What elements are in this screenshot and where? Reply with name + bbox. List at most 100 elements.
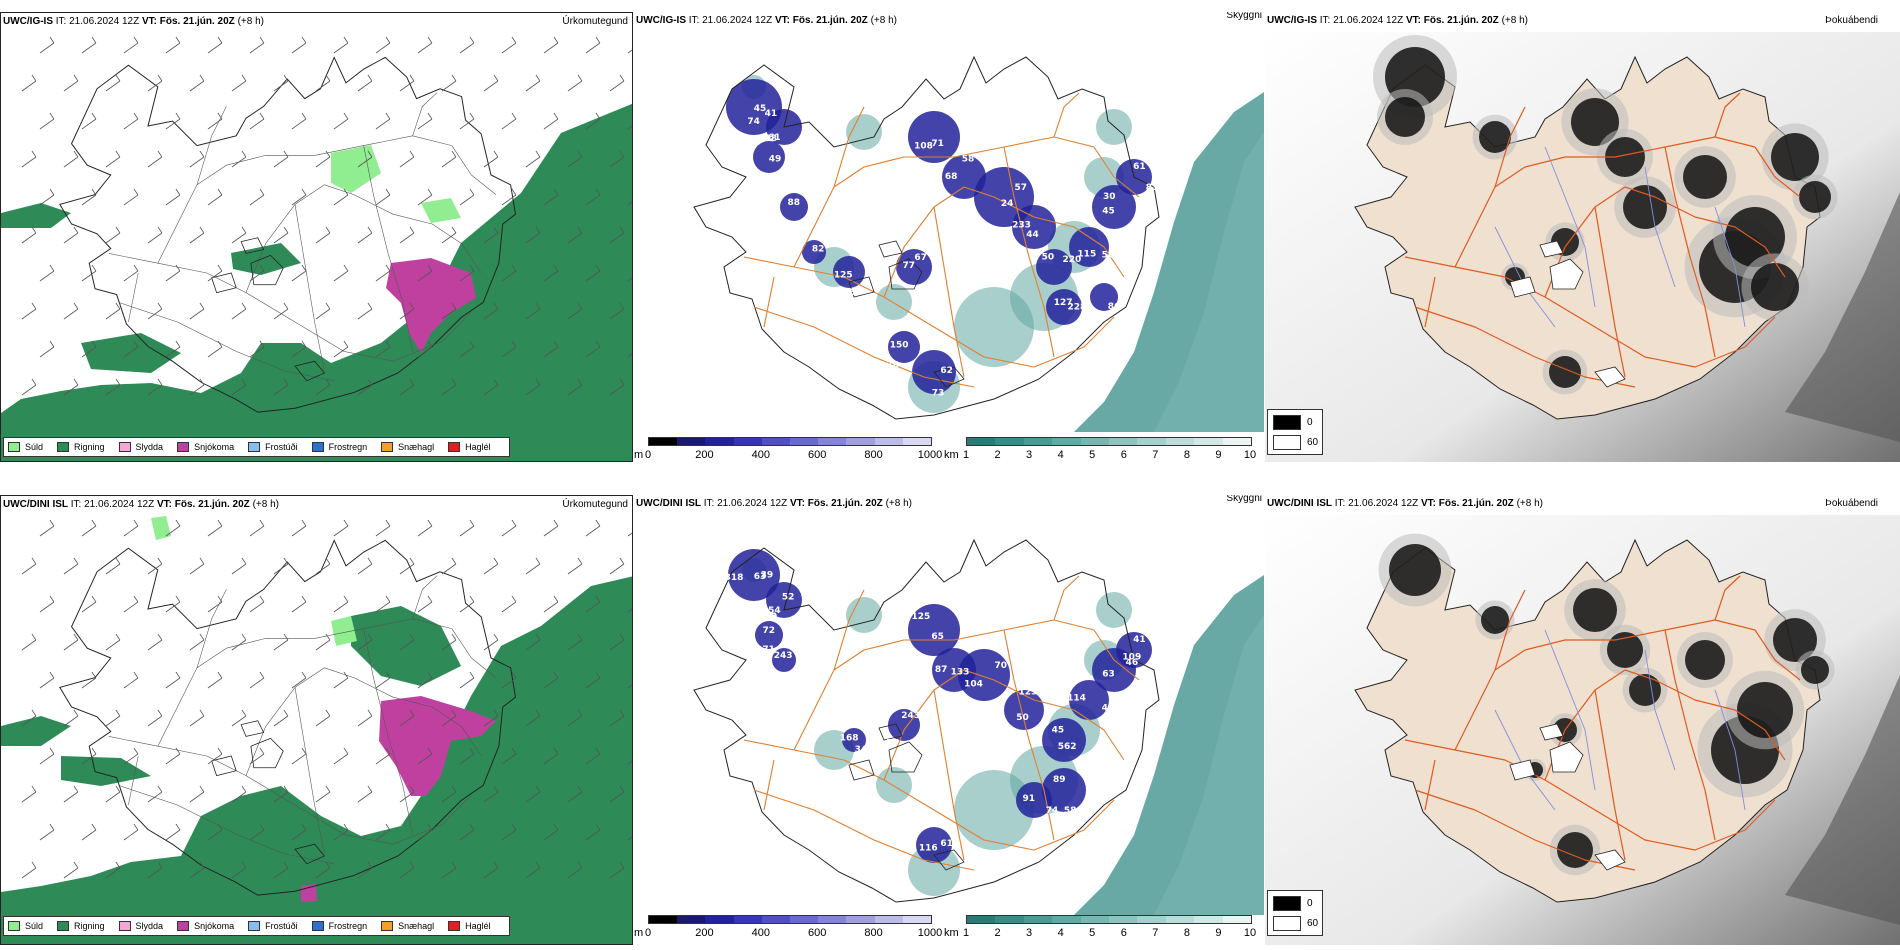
wind-barb (91, 671, 97, 679)
wind-barb (73, 378, 79, 386)
colorbar-step (1194, 916, 1223, 923)
wind-barb (207, 753, 223, 765)
ceiling-value-label: 63 (764, 612, 777, 622)
wind-barb (301, 340, 307, 348)
it-value: 21.06.2024 12Z (1333, 15, 1404, 26)
wind-barb (441, 384, 457, 396)
wind-barb (157, 633, 163, 641)
wind-barb (609, 715, 625, 727)
wind-barb (501, 118, 517, 130)
wind-barb (133, 340, 139, 348)
wind-barb (157, 557, 163, 565)
legend-item: Slydda (118, 442, 163, 452)
wind-barb (301, 264, 307, 272)
wind-barb (483, 80, 499, 92)
wind-barb (73, 150, 79, 158)
wind-barb (459, 525, 475, 537)
wind-barb (357, 80, 373, 92)
visibility-sea-field (1154, 615, 1264, 915)
wind-barb (291, 346, 307, 358)
wind-barb (367, 709, 373, 717)
wind-barb (553, 188, 559, 196)
ceiling-value-label: 88 (788, 198, 801, 208)
wind-barb (73, 633, 79, 641)
wind-barb (259, 747, 265, 755)
ceiling-value-label: 50 (1042, 253, 1055, 263)
wind-barb (543, 42, 559, 54)
wind-barb (63, 639, 79, 651)
wind-barb (553, 340, 559, 348)
fog-area (1573, 588, 1617, 632)
wind-barb (199, 861, 205, 869)
wind-barb (231, 867, 247, 879)
wind-barb (147, 715, 163, 727)
wind-barb (301, 36, 307, 44)
fog-panel: UWC/IG-IS IT: 21.06.2024 12Z VT: Fös. 21… (1265, 12, 1900, 462)
wind-barb (105, 308, 121, 320)
legend-swatch (8, 921, 20, 931)
wind-barb (375, 829, 391, 841)
colorbar-step (902, 438, 932, 445)
wind-barb (357, 715, 373, 727)
wind-barb (399, 384, 415, 396)
wind-barb (175, 264, 181, 272)
wind-barb (619, 378, 625, 386)
wind-barb (459, 677, 475, 689)
ceiling-value-label: 10 (765, 612, 778, 622)
wind-barb (91, 747, 97, 755)
wind-barb (595, 36, 601, 44)
low-ceiling-area (780, 193, 808, 221)
colorbar-gradient (966, 437, 1252, 446)
wind-barb (63, 384, 79, 396)
wind-barb (259, 595, 265, 603)
wind-barb (459, 270, 475, 282)
wind-barb (451, 785, 457, 793)
legend-swatch (448, 921, 461, 931)
wind-barb (147, 384, 163, 396)
legend-label: Snæhagl (398, 442, 435, 452)
wind-barb (63, 715, 79, 727)
wind-barb (39, 118, 55, 130)
wind-barb (577, 633, 583, 641)
wind-barb (501, 42, 517, 54)
wind-barb (291, 194, 307, 206)
iceland-map (59, 539, 517, 896)
wind-barb (49, 112, 55, 120)
wind-barb (91, 264, 97, 272)
colorbar-step (1109, 438, 1138, 445)
wind-barb (483, 308, 499, 320)
wind-barb (441, 80, 457, 92)
fog-area (1549, 356, 1581, 388)
colorbar-step (1109, 916, 1138, 923)
fog-legend-item: 60 (1273, 916, 1318, 931)
drizzle-area (331, 616, 357, 646)
ceiling-value-label: 318 (725, 573, 744, 583)
ceiling-value-label: 63 (1102, 669, 1115, 679)
colorbar-step (705, 438, 734, 445)
model-name: UWC/IG-IS (3, 16, 53, 27)
colorbar-tick: 6 (1120, 449, 1127, 461)
it-label: IT: (70, 499, 82, 510)
legend-swatch (381, 442, 394, 452)
road-line (1053, 92, 1080, 138)
wind-barb (157, 785, 163, 793)
road-line (294, 204, 325, 372)
wind-barb (343, 112, 349, 120)
wind-barb (483, 715, 499, 727)
glacier-outline (211, 755, 237, 777)
wind-barb (343, 340, 349, 348)
wind-barb (189, 156, 205, 168)
vt-value: Fös. 21.jún. 20Z (807, 498, 883, 509)
wind-barb (165, 346, 181, 358)
wind-barb (259, 519, 265, 527)
wind-barb (207, 42, 223, 54)
wind-barb (273, 308, 289, 320)
road-line (363, 145, 413, 352)
wind-barb (417, 346, 433, 358)
wind-barb (91, 595, 97, 603)
road-line (793, 136, 1095, 268)
legend-label: Snæhagl (398, 921, 435, 931)
legend-swatch (381, 921, 394, 931)
wind-barb (105, 156, 121, 168)
